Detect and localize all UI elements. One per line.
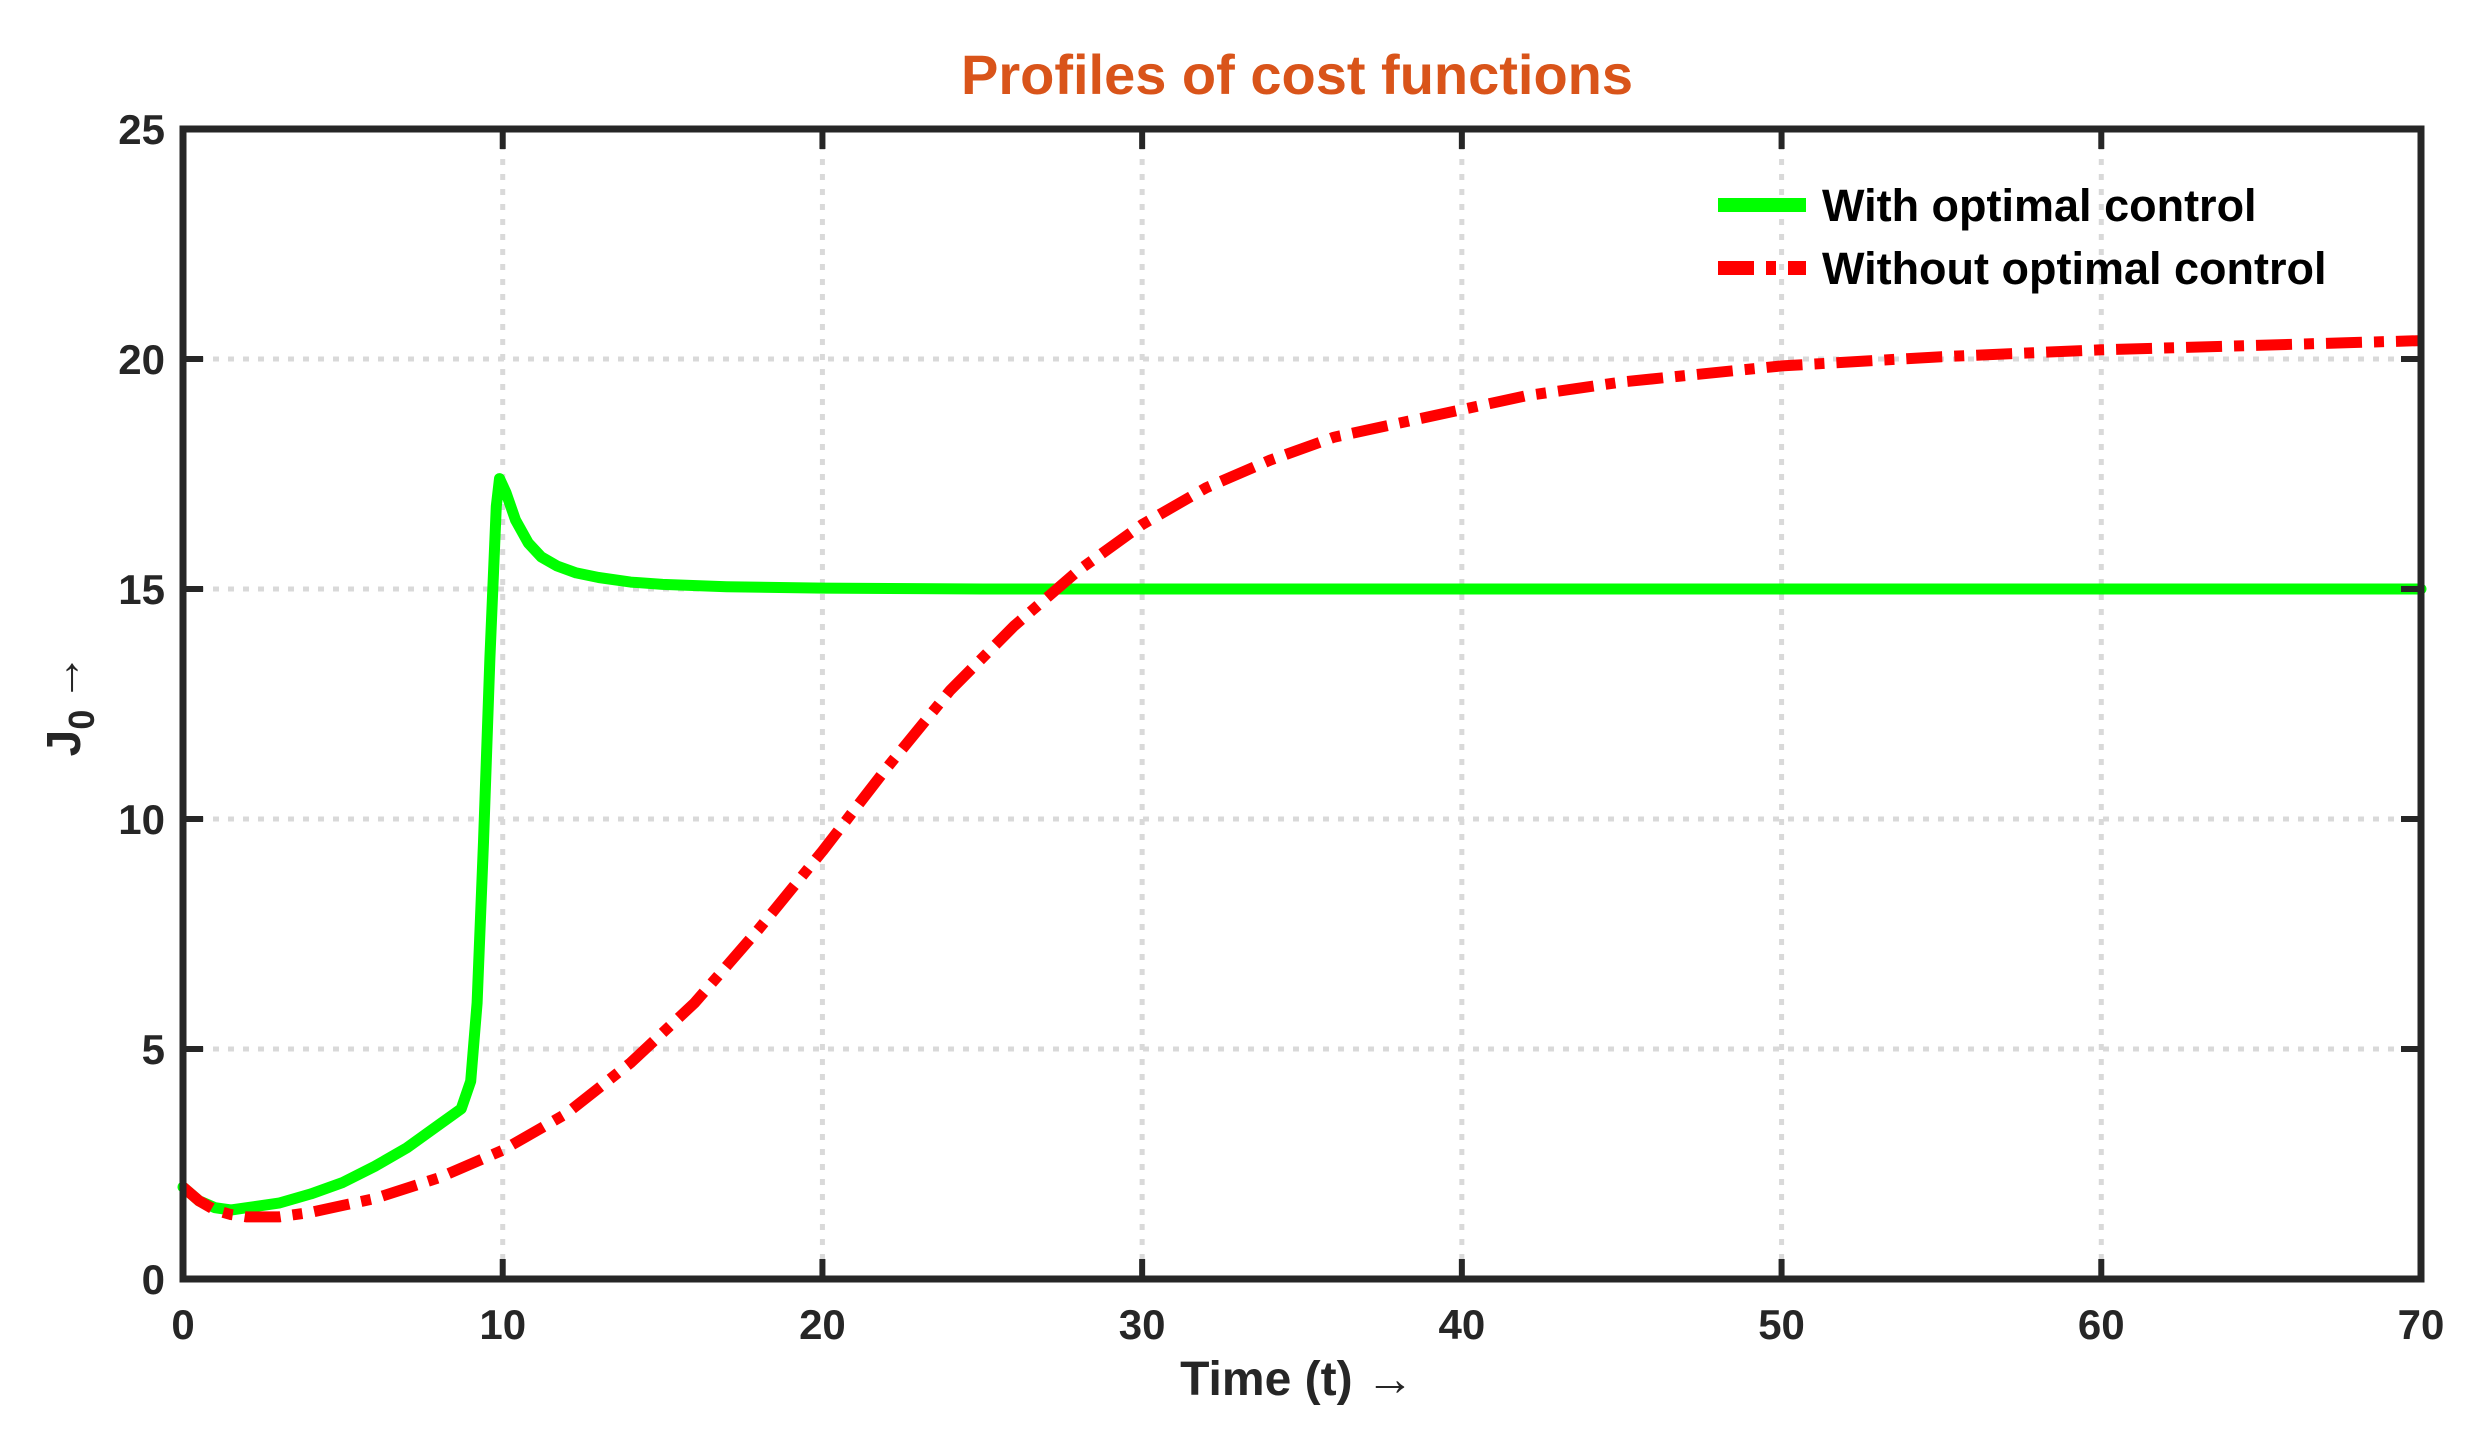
legend-label-without-optimal-control: Without optimal control bbox=[1822, 243, 2327, 294]
x-tick-label: 20 bbox=[799, 1301, 846, 1348]
series-line-without-optimal-control bbox=[179, 335, 2422, 1223]
y-axis-label-arrow: → bbox=[38, 654, 91, 702]
x-tick-label: 10 bbox=[479, 1301, 526, 1348]
series-layer bbox=[177, 335, 2427, 1223]
y-tick-label: 20 bbox=[118, 336, 165, 383]
x-tick-label: 30 bbox=[1119, 1301, 1166, 1348]
y-tick-label: 5 bbox=[142, 1026, 165, 1073]
svg-text:J0→: J0 → bbox=[38, 654, 102, 757]
series-line-with-optimal-control bbox=[177, 473, 2427, 1216]
y-tick-label: 0 bbox=[142, 1256, 165, 1303]
y-axis-label-subscript: 0 bbox=[61, 710, 102, 730]
legend: With optimal control Without optimal con… bbox=[1718, 180, 2327, 294]
chart-title: Profiles of cost functions bbox=[961, 43, 1633, 106]
plot-frame bbox=[179, 125, 2425, 1283]
legend-label-with-optimal-control: With optimal control bbox=[1822, 180, 2257, 231]
ticks: 0 10 20 30 40 50 60 70 0 5 10 15 20 25 bbox=[118, 106, 2444, 1348]
x-axis-label: Time (t) → bbox=[1180, 1353, 1414, 1406]
x-tick-label: 60 bbox=[2078, 1301, 2125, 1348]
y-tick-label: 25 bbox=[118, 106, 165, 153]
x-tick-label: 0 bbox=[171, 1301, 194, 1348]
x-tick-label: 40 bbox=[1438, 1301, 1485, 1348]
y-axis-label-main: J bbox=[38, 730, 91, 757]
y-axis-label: J0 → bbox=[38, 654, 102, 757]
y-tick-label: 15 bbox=[118, 566, 165, 613]
x-tick-label: 70 bbox=[2398, 1301, 2445, 1348]
y-tick-label: 10 bbox=[118, 796, 165, 843]
x-tick-label: 50 bbox=[1758, 1301, 1805, 1348]
